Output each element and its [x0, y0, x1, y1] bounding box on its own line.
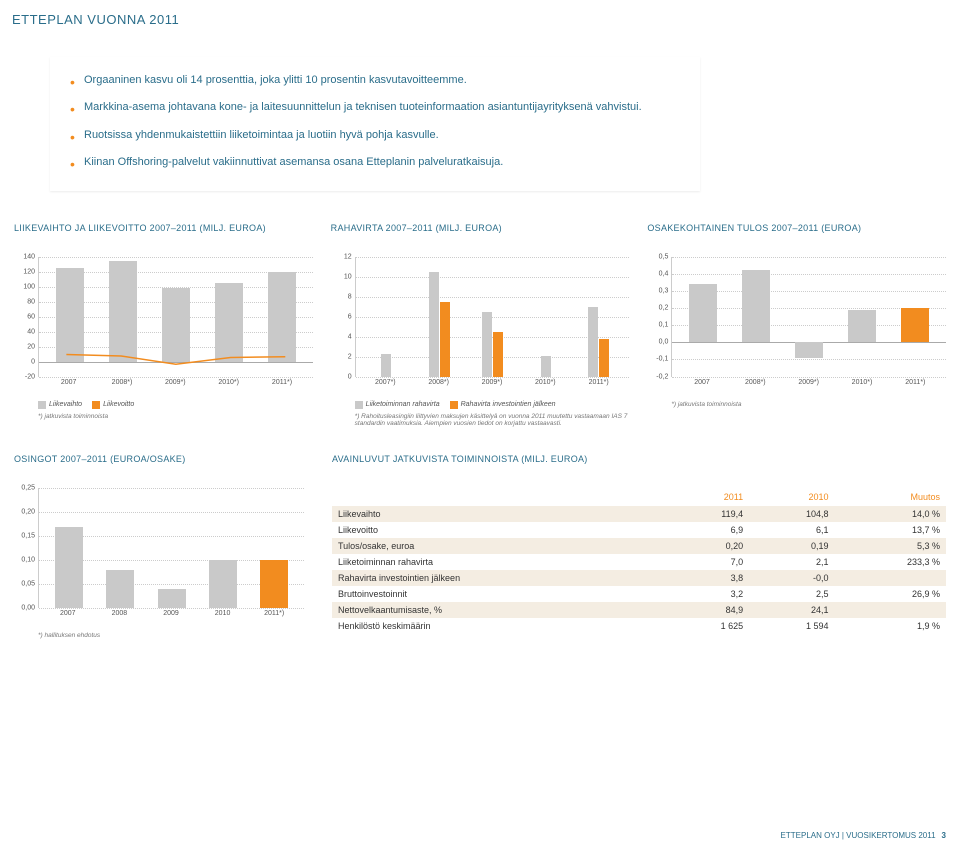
kpi-table: 20112010Muutos Liikevaihto119,4104,814,0… [332, 488, 946, 634]
chart-footnote: *) jatkuvista toiminnoista [14, 413, 313, 421]
bullet: Orgaaninen kasvu oli 14 prosenttia, joka… [70, 67, 680, 94]
bullet: Markkina-asema johtavana kone- ja laites… [70, 94, 680, 121]
chart-osingot: OSINGOT 2007–2011 (EUROA/OSAKE) 0,000,05… [14, 454, 304, 640]
table-row: Liiketoiminnan rahavirta7,02,1233,3 % [332, 554, 946, 570]
page-title: ETTEPLAN VUONNA 2011 [0, 0, 960, 27]
chart-legend: Liikevaihto Liikevoitto [14, 401, 313, 409]
chart-title: OSINGOT 2007–2011 (EUROA/OSAKE) [14, 454, 304, 478]
chart-rahavirta: RAHAVIRTA 2007–2011 (MILJ. EUROA) 024681… [331, 223, 630, 429]
table-row: Liikevaihto119,4104,814,0 % [332, 506, 946, 522]
chart-legend: Liiketoiminnan rahavirta Rahavirta inves… [331, 401, 630, 409]
chart-osakekohtainen: OSAKEKOHTAINEN TULOS 2007–2011 (EUROA) -… [647, 223, 946, 429]
table-row: Nettovelkaantumisaste, %84,924,1 [332, 602, 946, 618]
table-row: Bruttoinvestoinnit3,22,526,9 % [332, 586, 946, 602]
chart-footnote: *) Rahoitusleasingiin liittyvien maksuje… [331, 413, 630, 429]
bullet-list: Orgaaninen kasvu oli 14 prosenttia, joka… [50, 57, 700, 191]
kpi-section: AVAINLUVUT JATKUVISTA TOIMINNOISTA (MILJ… [332, 454, 946, 640]
chart-title: LIIKEVAIHTO JA LIIKEVOITTO 2007–2011 (MI… [14, 223, 313, 247]
table-row: Rahavirta investointien jälkeen3,8-0,0 [332, 570, 946, 586]
kpi-title: AVAINLUVUT JATKUVISTA TOIMINNOISTA (MILJ… [332, 454, 946, 478]
table-row: Liikevoitto6,96,113,7 % [332, 522, 946, 538]
chart-footnote: *) hallituksen ehdotus [14, 632, 304, 640]
page-footer: ETTEPLAN OYJ | VUOSIKERTOMUS 20113 [781, 831, 946, 840]
chart-footnote: *) jatkuvista toiminnoista [647, 401, 946, 409]
bullet: Ruotsissa yhdenmukaistettiin liiketoimin… [70, 122, 680, 149]
bullet: Kiinan Offshoring-palvelut vakiinnuttiva… [70, 149, 680, 176]
table-row: Tulos/osake, euroa0,200,195,3 % [332, 538, 946, 554]
chart-title: RAHAVIRTA 2007–2011 (MILJ. EUROA) [331, 223, 630, 247]
chart-title: OSAKEKOHTAINEN TULOS 2007–2011 (EUROA) [647, 223, 946, 247]
table-row: Henkilöstö keskimäärin1 6251 5941,9 % [332, 618, 946, 634]
chart-liikevaihto: LIIKEVAIHTO JA LIIKEVOITTO 2007–2011 (MI… [14, 223, 313, 429]
